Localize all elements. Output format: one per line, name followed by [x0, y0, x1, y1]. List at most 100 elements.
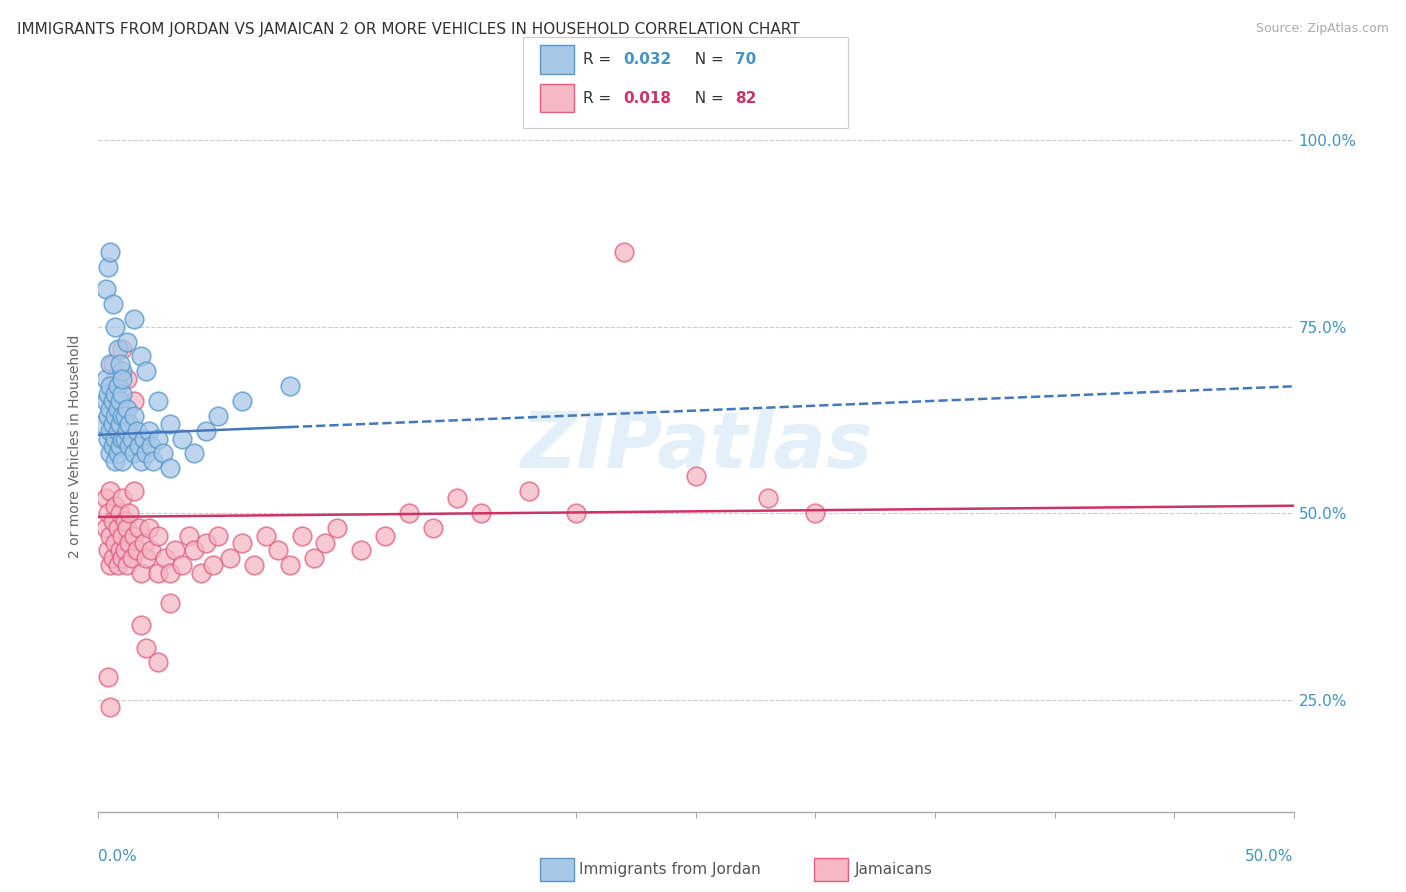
- Point: [190, 566, 212, 580]
- Point: [101, 439, 124, 453]
- Point: [91, 417, 114, 431]
- Point: [148, 528, 170, 542]
- Point: [183, 543, 205, 558]
- Text: IMMIGRANTS FROM JORDAN VS JAMAICAN 2 OR MORE VEHICLES IN HOUSEHOLD CORRELATION C: IMMIGRANTS FROM JORDAN VS JAMAICAN 2 OR …: [17, 22, 800, 37]
- Point: [101, 514, 124, 528]
- Point: [163, 543, 186, 558]
- Point: [219, 551, 242, 566]
- Point: [139, 439, 162, 453]
- Point: [446, 491, 468, 506]
- Point: [195, 424, 218, 438]
- Point: [132, 536, 155, 550]
- Point: [98, 483, 122, 498]
- Point: [98, 424, 122, 438]
- Point: [291, 528, 314, 542]
- Point: [422, 521, 444, 535]
- Point: [125, 424, 148, 438]
- Point: [98, 357, 122, 371]
- Text: 70: 70: [735, 53, 756, 67]
- Point: [159, 566, 181, 580]
- Text: Jamaicans: Jamaicans: [855, 863, 932, 877]
- Point: [172, 558, 194, 573]
- Point: [107, 342, 129, 356]
- Point: [131, 454, 153, 468]
- Point: [94, 282, 117, 296]
- Point: [135, 551, 157, 566]
- Point: [118, 506, 141, 520]
- Point: [101, 417, 124, 431]
- Point: [115, 558, 138, 573]
- Point: [98, 700, 122, 714]
- Point: [398, 506, 420, 520]
- Point: [613, 244, 636, 259]
- Point: [115, 334, 138, 349]
- Text: Immigrants from Jordan: Immigrants from Jordan: [579, 863, 761, 877]
- Point: [107, 521, 129, 535]
- Point: [470, 506, 492, 520]
- Point: [278, 558, 301, 573]
- Point: [374, 528, 396, 542]
- Point: [159, 461, 181, 475]
- Point: [207, 528, 229, 542]
- Point: [107, 394, 129, 409]
- Point: [108, 506, 131, 520]
- Text: R =: R =: [583, 53, 617, 67]
- Point: [179, 528, 201, 542]
- Point: [121, 551, 143, 566]
- Point: [131, 350, 153, 364]
- Point: [132, 432, 155, 446]
- Point: [124, 312, 146, 326]
- Point: [111, 528, 134, 542]
- Point: [159, 417, 181, 431]
- Point: [804, 506, 827, 520]
- Point: [124, 409, 146, 424]
- Point: [114, 514, 136, 528]
- Point: [135, 446, 157, 460]
- Point: [128, 439, 150, 453]
- Point: [107, 379, 129, 393]
- Point: [125, 543, 148, 558]
- Point: [326, 521, 349, 535]
- Point: [111, 342, 134, 356]
- Point: [207, 409, 229, 424]
- Point: [111, 409, 134, 424]
- Point: [107, 558, 129, 573]
- Point: [104, 386, 127, 401]
- Point: [115, 401, 138, 416]
- Text: R =: R =: [583, 91, 617, 105]
- Point: [97, 543, 120, 558]
- Point: [104, 432, 127, 446]
- Text: 82: 82: [735, 91, 756, 105]
- Point: [195, 536, 218, 550]
- Point: [128, 521, 150, 535]
- Point: [108, 357, 131, 371]
- Point: [124, 446, 146, 460]
- Text: 0.032: 0.032: [623, 53, 671, 67]
- Point: [108, 394, 131, 409]
- Point: [202, 558, 225, 573]
- Point: [107, 424, 129, 438]
- Text: N =: N =: [685, 53, 728, 67]
- Point: [142, 454, 165, 468]
- Point: [135, 640, 157, 655]
- Point: [104, 499, 127, 513]
- Point: [98, 528, 122, 542]
- Point: [97, 409, 120, 424]
- Point: [302, 551, 325, 566]
- Point: [118, 417, 141, 431]
- Point: [107, 446, 129, 460]
- Point: [148, 656, 170, 670]
- Point: [108, 417, 131, 431]
- Point: [172, 432, 194, 446]
- Point: [138, 521, 160, 535]
- Point: [98, 558, 122, 573]
- Point: [138, 424, 160, 438]
- Point: [115, 521, 138, 535]
- Text: 0.018: 0.018: [623, 91, 671, 105]
- Point: [278, 379, 301, 393]
- Text: 0.0%: 0.0%: [98, 849, 138, 864]
- Point: [98, 379, 122, 393]
- Point: [108, 543, 131, 558]
- Point: [517, 483, 540, 498]
- Point: [114, 409, 136, 424]
